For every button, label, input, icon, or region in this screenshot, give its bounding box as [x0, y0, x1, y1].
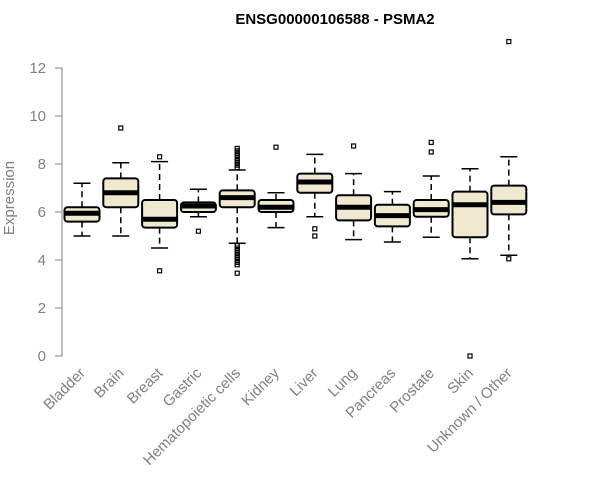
outlier-point	[351, 143, 357, 149]
box-group	[373, 190, 411, 243]
box-group	[218, 145, 256, 276]
y-axis-label: Expression	[1, 161, 18, 235]
outlier-point	[312, 233, 318, 239]
x-tick-label: Breast	[124, 364, 167, 407]
box-group	[412, 139, 450, 238]
box-group	[451, 168, 489, 359]
outlier-point	[195, 228, 201, 234]
box-group	[335, 143, 373, 241]
x-tick-label: Kidney	[238, 364, 283, 409]
box-group	[63, 182, 101, 237]
y-tick-label: 10	[29, 108, 46, 125]
outlier-point	[428, 139, 434, 145]
outlier-point	[273, 144, 279, 150]
y-tick-label: 2	[38, 300, 46, 317]
x-tick-label: Skin	[444, 365, 477, 398]
outlier-point	[157, 268, 163, 274]
outlier-point	[312, 226, 318, 232]
axes: 0 2 4 6 8 10 12	[29, 60, 63, 365]
box-group	[141, 154, 179, 274]
box-group	[296, 153, 334, 239]
x-tick-label: Brain	[91, 365, 128, 402]
y-tick-label: 6	[38, 204, 46, 221]
outlier-point	[157, 154, 163, 160]
outlier-point	[118, 125, 124, 131]
outlier-point	[506, 38, 512, 45]
box-group	[257, 144, 295, 229]
box-group	[490, 38, 528, 262]
y-tick-label: 0	[38, 348, 46, 365]
x-tick-label: Lung	[325, 365, 361, 401]
outlier-point	[428, 149, 434, 155]
outlier-point	[234, 165, 240, 171]
y-tick-label: 4	[38, 252, 46, 269]
outlier-point	[467, 353, 473, 359]
outlier-point	[234, 262, 240, 268]
iqr-box	[141, 199, 179, 229]
chart-title: ENSG00000106588 - PSMA2	[235, 11, 434, 28]
x-tick-label: Liver	[287, 365, 322, 400]
y-tick-label: 8	[38, 156, 46, 173]
box-group	[179, 188, 217, 234]
y-tick-label: 12	[29, 60, 46, 77]
iqr-box	[451, 190, 489, 239]
outlier-point	[234, 270, 240, 276]
boxes	[63, 38, 528, 359]
box-group	[102, 125, 140, 237]
x-tick-label: Bladder	[40, 365, 89, 414]
outlier-point	[506, 256, 512, 262]
